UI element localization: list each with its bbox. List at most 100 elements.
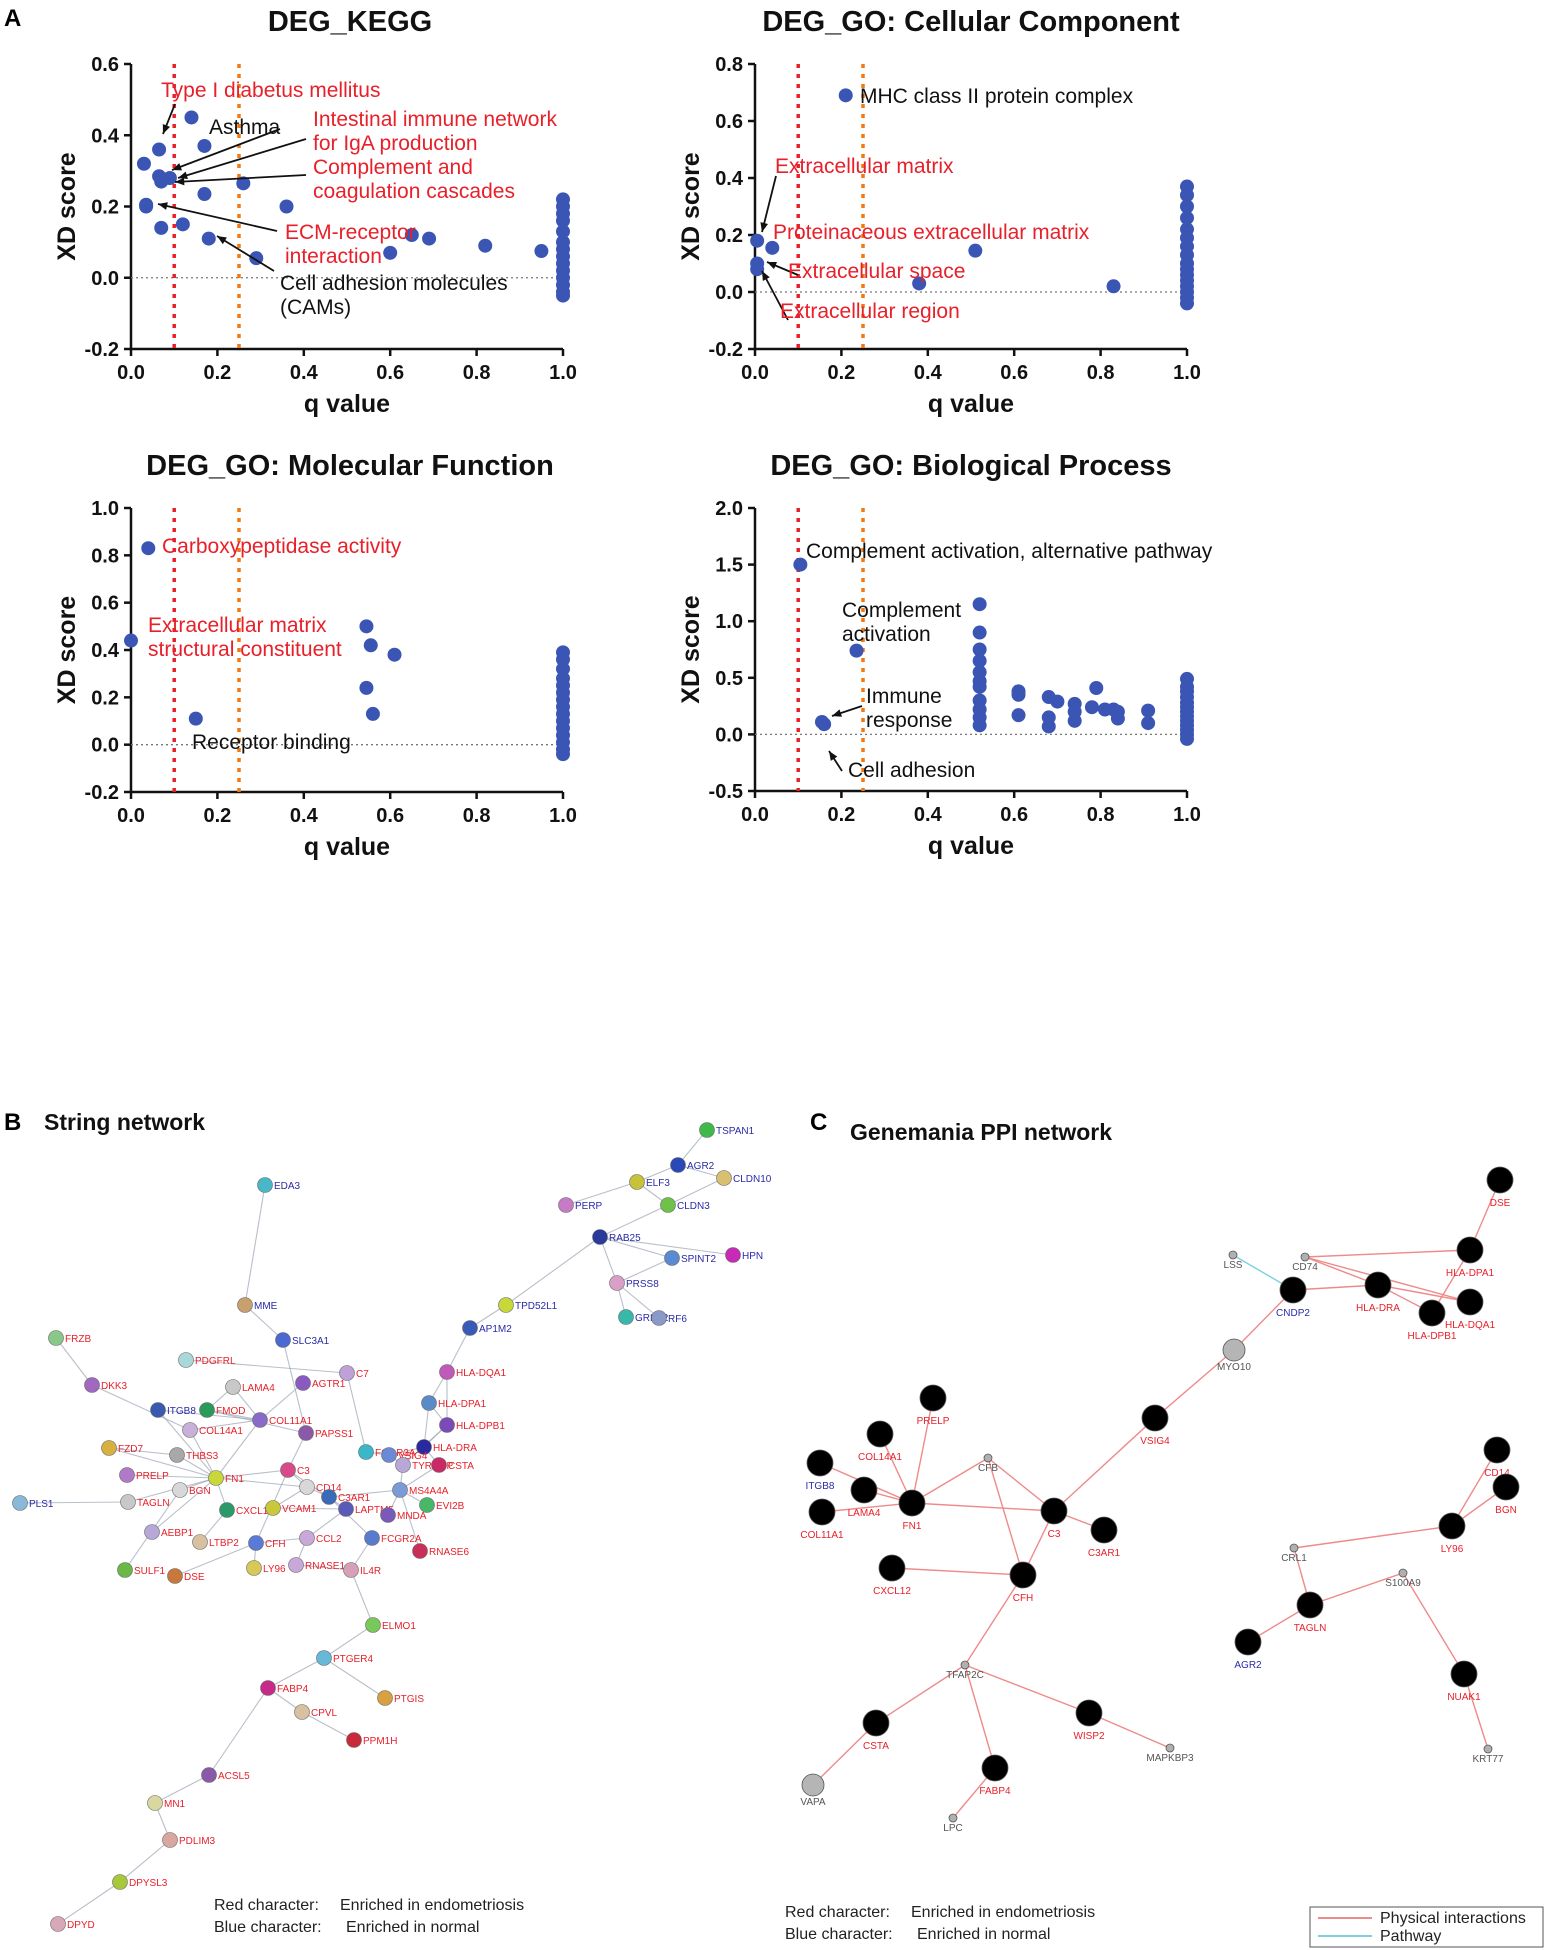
annotation-arrowhead bbox=[178, 171, 188, 180]
physical-edge bbox=[1304, 1249, 1471, 1258]
data-point bbox=[1011, 708, 1026, 723]
network-node bbox=[1483, 1744, 1493, 1754]
network-edge bbox=[328, 1489, 401, 1498]
legend-red-key: Red character: bbox=[214, 1897, 319, 1914]
chart-deg-go-cellular-component: DEG_GO: Cellular Component 0.0 0.2 0.4 0.6 0.… bbox=[677, 6, 1201, 418]
network-node-label: LY96 bbox=[263, 1564, 286, 1575]
network-node bbox=[725, 1247, 741, 1263]
chart-title: DEG_GO: Molecular Function bbox=[146, 450, 554, 482]
data-point bbox=[556, 224, 570, 239]
network-node-label: BGN bbox=[1495, 1505, 1517, 1516]
network-node bbox=[294, 1704, 310, 1720]
network-node-label: CD74 bbox=[1292, 1262, 1318, 1273]
network-edge bbox=[295, 1564, 352, 1571]
data-point bbox=[556, 213, 570, 228]
network-node-label: CSTA bbox=[863, 1741, 889, 1752]
chart-title: DEG_KEGG bbox=[268, 6, 432, 38]
network-edge bbox=[185, 1359, 348, 1374]
network-edge bbox=[350, 1569, 374, 1626]
string-network: String network TSPAN1 AGR2 ELF3 CLDN10 PERP CL… bbox=[12, 1109, 772, 1936]
network-node-label: VCAM1 bbox=[282, 1504, 317, 1515]
network-node bbox=[339, 1365, 355, 1381]
network-node-label: MME bbox=[254, 1301, 278, 1312]
network-node-label: PERP bbox=[575, 1201, 603, 1212]
network-node bbox=[381, 1447, 397, 1463]
network-edge bbox=[189, 1429, 217, 1479]
network-node-label: PDGFRL bbox=[195, 1356, 236, 1367]
network-node-label: CLDN3 bbox=[677, 1201, 710, 1212]
network-node bbox=[898, 1489, 926, 1517]
data-point bbox=[1084, 700, 1099, 715]
physical-edge bbox=[911, 1397, 934, 1504]
network-node bbox=[629, 1174, 645, 1190]
network-node-label: ITGB8 bbox=[167, 1406, 196, 1417]
data-point bbox=[972, 653, 987, 668]
x-tick-label: 0.2 bbox=[203, 362, 231, 384]
x-tick-label: 1.0 bbox=[549, 362, 577, 384]
annotation-arrowhead bbox=[162, 124, 171, 134]
network-node bbox=[439, 1364, 455, 1380]
network-node bbox=[343, 1562, 359, 1578]
data-point bbox=[1041, 719, 1056, 734]
network-edge bbox=[323, 1657, 386, 1699]
x-axis-label: q value bbox=[304, 390, 390, 418]
network-edge bbox=[174, 1542, 257, 1577]
physical-edge bbox=[1377, 1284, 1471, 1303]
annotation-arrowhead bbox=[175, 177, 185, 186]
network-edge bbox=[151, 1477, 217, 1533]
annotation-label: Receptor binding bbox=[192, 731, 351, 754]
network-node bbox=[364, 1530, 380, 1546]
data-point bbox=[188, 711, 203, 726]
network-edge bbox=[446, 1327, 471, 1373]
network-node bbox=[225, 1379, 241, 1395]
panel-label-c: C bbox=[810, 1109, 827, 1136]
network-node-label: SULF1 bbox=[134, 1566, 166, 1577]
data-point bbox=[972, 642, 987, 657]
physical-edge bbox=[964, 1664, 996, 1769]
network-node-label: COL11A1 bbox=[800, 1530, 844, 1541]
network-node-label: DPYSL3 bbox=[129, 1878, 168, 1889]
network-node-label: AGTR1 bbox=[312, 1379, 346, 1390]
network-node-label: RNASE6 bbox=[429, 1547, 469, 1558]
network-edge bbox=[599, 1236, 673, 1259]
network-node bbox=[1398, 1568, 1408, 1578]
network-node-label: EVI2B bbox=[436, 1501, 465, 1512]
annotation-label: Cell adhesion molecules bbox=[280, 272, 508, 295]
x-tick-label: 0.0 bbox=[117, 362, 145, 384]
network-node bbox=[1234, 1628, 1262, 1656]
network-node-label: CD14 bbox=[316, 1483, 342, 1494]
y-tick-label: 1.0 bbox=[715, 611, 743, 633]
x-axis-label: q value bbox=[928, 832, 1014, 860]
annotation-label: Asthma bbox=[209, 116, 281, 139]
data-point bbox=[556, 288, 570, 303]
network-node bbox=[806, 1449, 834, 1477]
data-point bbox=[765, 240, 780, 255]
network-node-label: VSIG4 bbox=[1140, 1436, 1170, 1447]
y-tick-label: -0.2 bbox=[709, 339, 743, 361]
annotation-arrow-line bbox=[171, 128, 281, 171]
network-node bbox=[50, 1916, 66, 1932]
network-node-label: AP1M2 bbox=[479, 1324, 512, 1335]
network-node-label: VAPA bbox=[800, 1797, 826, 1808]
network-node-label: CFH bbox=[265, 1539, 286, 1550]
x-tick-label: 0.8 bbox=[1087, 804, 1115, 826]
network-node-label: TPD52L1 bbox=[515, 1301, 558, 1312]
network-node-label: C3AR1 bbox=[338, 1493, 371, 1504]
chart-deg-go-biological-process: DEG_GO: Biological Process 0.0 0.2 0.4 0.6 0.… bbox=[677, 450, 1213, 860]
network-node-label: CD14 bbox=[1484, 1468, 1510, 1479]
network-node-label: FZD7 bbox=[118, 1444, 143, 1455]
network-node bbox=[199, 1402, 215, 1418]
network-node bbox=[365, 1617, 381, 1633]
network-node bbox=[1486, 1166, 1514, 1194]
annotation-arrow-line bbox=[177, 138, 307, 179]
network-node-label: MN1 bbox=[164, 1799, 186, 1810]
physical-edge bbox=[812, 1722, 877, 1786]
data-point bbox=[136, 156, 151, 171]
network-node-label: PTGIS bbox=[394, 1694, 424, 1705]
data-point bbox=[1180, 731, 1194, 746]
network-node bbox=[1296, 1591, 1324, 1619]
network-node-label: BGN bbox=[189, 1486, 211, 1497]
network-node-label: RAB25 bbox=[609, 1233, 641, 1244]
annotation-label: Cell adhesion bbox=[848, 759, 975, 782]
y-axis-label: XD score bbox=[53, 596, 81, 704]
